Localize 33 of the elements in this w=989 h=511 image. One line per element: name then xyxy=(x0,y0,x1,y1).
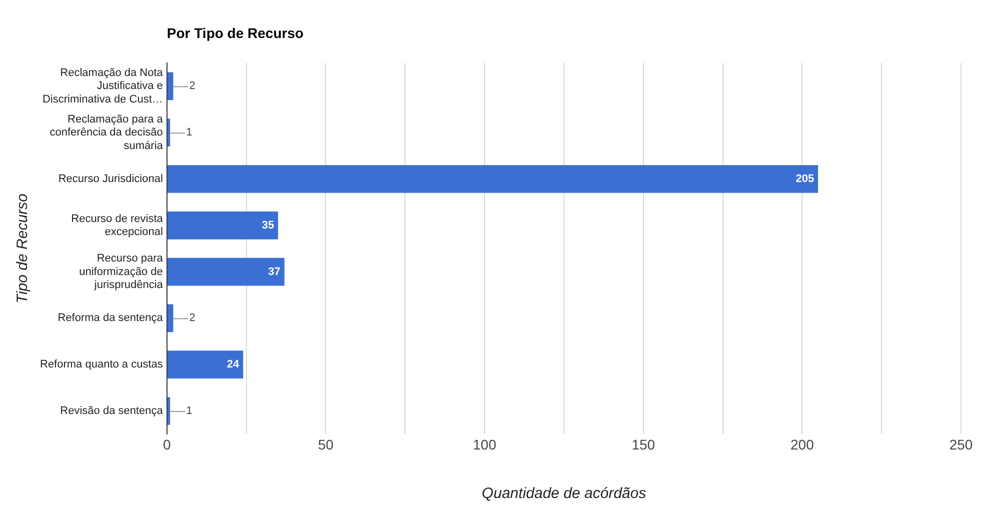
x-tick-label: 200 xyxy=(790,436,814,452)
y-tick-label: Reforma quanto a custas xyxy=(40,358,164,371)
x-tick-label: 50 xyxy=(318,436,334,452)
y-tick-label: Reclamação da Nota Justificativa e Discriminativa de Cust… xyxy=(42,67,164,106)
y-tick-label: Recurso de revista excepcional xyxy=(71,212,164,238)
chart-title: Por Tipo de Recurso xyxy=(166,25,304,41)
x-tick-label: 0 xyxy=(163,436,172,452)
y-tick-label: Recurso Jurisdicional xyxy=(58,173,163,186)
data-label: 2 xyxy=(189,80,196,92)
y-tick-label: Revisão da sentença xyxy=(60,405,164,418)
bar xyxy=(167,397,170,425)
bar xyxy=(167,72,174,100)
y-axis-title: Tipo de Recurso xyxy=(14,194,32,304)
data-label: 1 xyxy=(186,405,192,418)
data-label: 1 xyxy=(186,126,192,139)
bar xyxy=(167,304,174,332)
data-label: 37 xyxy=(268,266,280,278)
x-axis-title: Quantidade de acórdãos xyxy=(482,485,647,502)
bar xyxy=(167,118,170,147)
y-tick-label: Recurso para uniformização de jurisprudência xyxy=(79,252,164,292)
data-label: 35 xyxy=(262,219,274,232)
data-label: 2 xyxy=(189,312,196,324)
bar xyxy=(167,350,244,379)
bar xyxy=(167,258,284,286)
bar xyxy=(167,211,278,240)
data-label: 205 xyxy=(796,173,814,186)
y-tick-label: Reforma da sentença xyxy=(58,312,164,324)
x-tick-label: 100 xyxy=(472,436,496,452)
bar xyxy=(167,165,818,193)
x-tick-label: 250 xyxy=(949,436,973,452)
data-label: 24 xyxy=(226,358,240,371)
y-tick-label: Reclamação para a conferência da decisão sumária xyxy=(50,113,164,152)
x-tick-label: 150 xyxy=(632,436,656,452)
